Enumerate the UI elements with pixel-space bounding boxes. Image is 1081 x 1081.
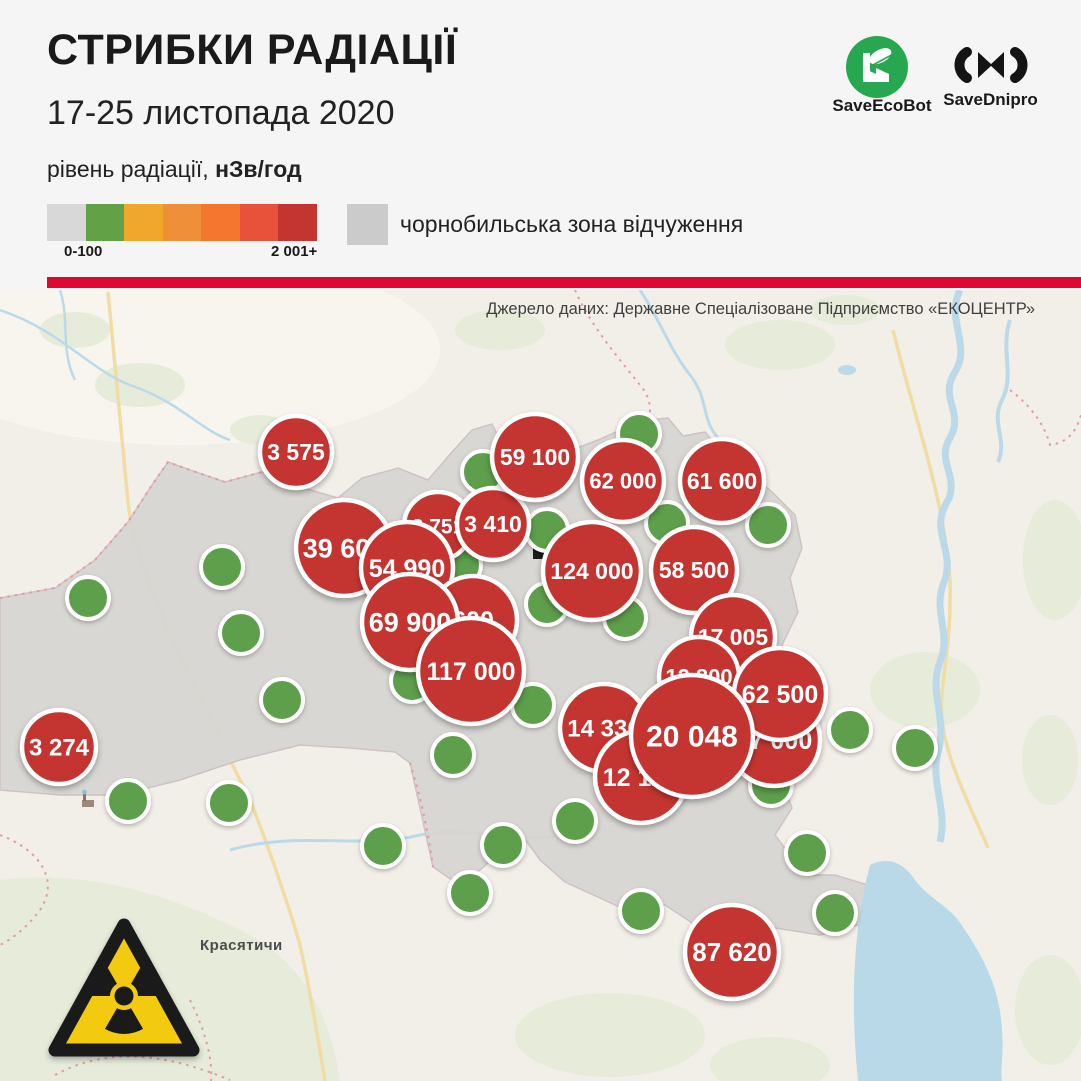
spike-station-marker: 62 000 — [579, 437, 667, 525]
spike-value-label: 3 575 — [267, 439, 325, 465]
bridge-bowtie — [978, 52, 1004, 78]
spike-value-label: 117 000 — [427, 658, 516, 686]
scale-color-cell — [201, 204, 240, 241]
spike-value-label: 61 600 — [687, 468, 757, 494]
normal-station-marker — [784, 830, 830, 876]
normal-station-marker — [206, 780, 252, 826]
spike-station-marker: 124 000 — [540, 519, 644, 623]
normal-station-marker — [812, 890, 858, 936]
spike-value-label: 3 410 — [464, 511, 522, 537]
spike-station-marker: 59 100 — [489, 411, 581, 503]
map-reservoir — [853, 860, 1003, 1081]
spike-value-label: 59 100 — [500, 444, 570, 470]
spike-value-label: 87 620 — [692, 937, 772, 967]
radiation-warning-sign — [48, 918, 200, 1057]
spike-station-marker: 3 410 — [454, 485, 532, 563]
scale-color-cell — [47, 204, 86, 241]
spike-value-label: 124 000 — [550, 558, 633, 584]
normal-station-marker — [447, 870, 493, 916]
unit-label: рівень радіації, нЗв/год — [47, 156, 302, 183]
normal-station-marker — [480, 822, 526, 868]
spike-station-marker: 87 620 — [682, 902, 782, 1002]
unit-label-prefix: рівень радіації, — [47, 156, 216, 182]
spike-value-label: 58 500 — [659, 557, 729, 583]
spike-station-marker: 61 600 — [677, 436, 767, 526]
spike-station-marker: 20 048 — [628, 672, 756, 800]
spike-station-marker: 117 000 — [415, 615, 527, 727]
normal-station-marker — [105, 778, 151, 824]
date-range: 17-25 листопада 2020 — [47, 94, 395, 132]
scale-min-label: 0-100 — [64, 243, 103, 260]
spike-station-marker: 3 274 — [19, 707, 99, 787]
map-rivers — [0, 288, 1012, 852]
saveecobot-circle — [846, 36, 908, 98]
spike-value-label: 3 274 — [29, 734, 90, 761]
map-lake — [838, 365, 856, 375]
unit-label-bold: нЗв/год — [215, 156, 302, 182]
normal-station-marker — [892, 725, 938, 771]
normal-station-marker — [199, 544, 245, 590]
scale-color-cell — [124, 204, 163, 241]
spike-station-marker: 58 500 — [648, 524, 740, 616]
saveecobot-logo — [846, 36, 908, 103]
map-source-note: Джерело даних: Державне Спеціалізоване П… — [486, 300, 1035, 318]
normal-station-marker — [827, 707, 873, 753]
spike-value-label: 62 000 — [589, 469, 656, 494]
exclusion-zone-swatch — [347, 204, 388, 245]
scale-color-cell — [85, 204, 125, 241]
saveecobot-label: SaveEcoBot — [832, 96, 932, 115]
factory-poi-icon — [82, 789, 94, 807]
scale-color-cell — [239, 204, 279, 241]
exclusion-zone-label: чорнобильська зона відчуження — [400, 211, 744, 237]
page-title: СТРИБКИ РАДІАЦІЇ — [47, 26, 458, 74]
saveecobot-logo-icon — [846, 36, 908, 98]
bridge-arcs — [954, 47, 1028, 83]
normal-station-marker — [552, 798, 598, 844]
scale-max-label: 2 001+ — [271, 243, 318, 260]
normal-station-marker — [430, 732, 476, 778]
radiation-color-scale — [47, 204, 318, 241]
town-label: Красятичи — [200, 937, 283, 954]
radiation-trefoil-icon — [86, 963, 162, 1034]
spike-value-label: 20 048 — [646, 721, 738, 754]
spike-station-marker: 62 500 — [731, 645, 829, 743]
factory-leaf-icon — [863, 48, 896, 82]
savednipro-logo-icon — [954, 47, 1028, 83]
savednipro-logo — [948, 44, 1034, 91]
accent-divider-bar — [47, 277, 1081, 288]
spike-station-marker: 3 575 — [257, 413, 335, 491]
normal-station-marker — [65, 575, 111, 621]
spike-value-label: 62 500 — [742, 681, 818, 709]
scale-color-cell — [162, 204, 202, 241]
normal-station-marker — [618, 888, 664, 934]
scale-color-cell — [278, 204, 318, 241]
savednipro-label: SaveDnipro — [943, 90, 1038, 109]
normal-station-marker — [259, 677, 305, 723]
normal-station-marker — [218, 610, 264, 656]
normal-station-marker — [360, 823, 406, 869]
normal-station-marker — [745, 502, 791, 548]
